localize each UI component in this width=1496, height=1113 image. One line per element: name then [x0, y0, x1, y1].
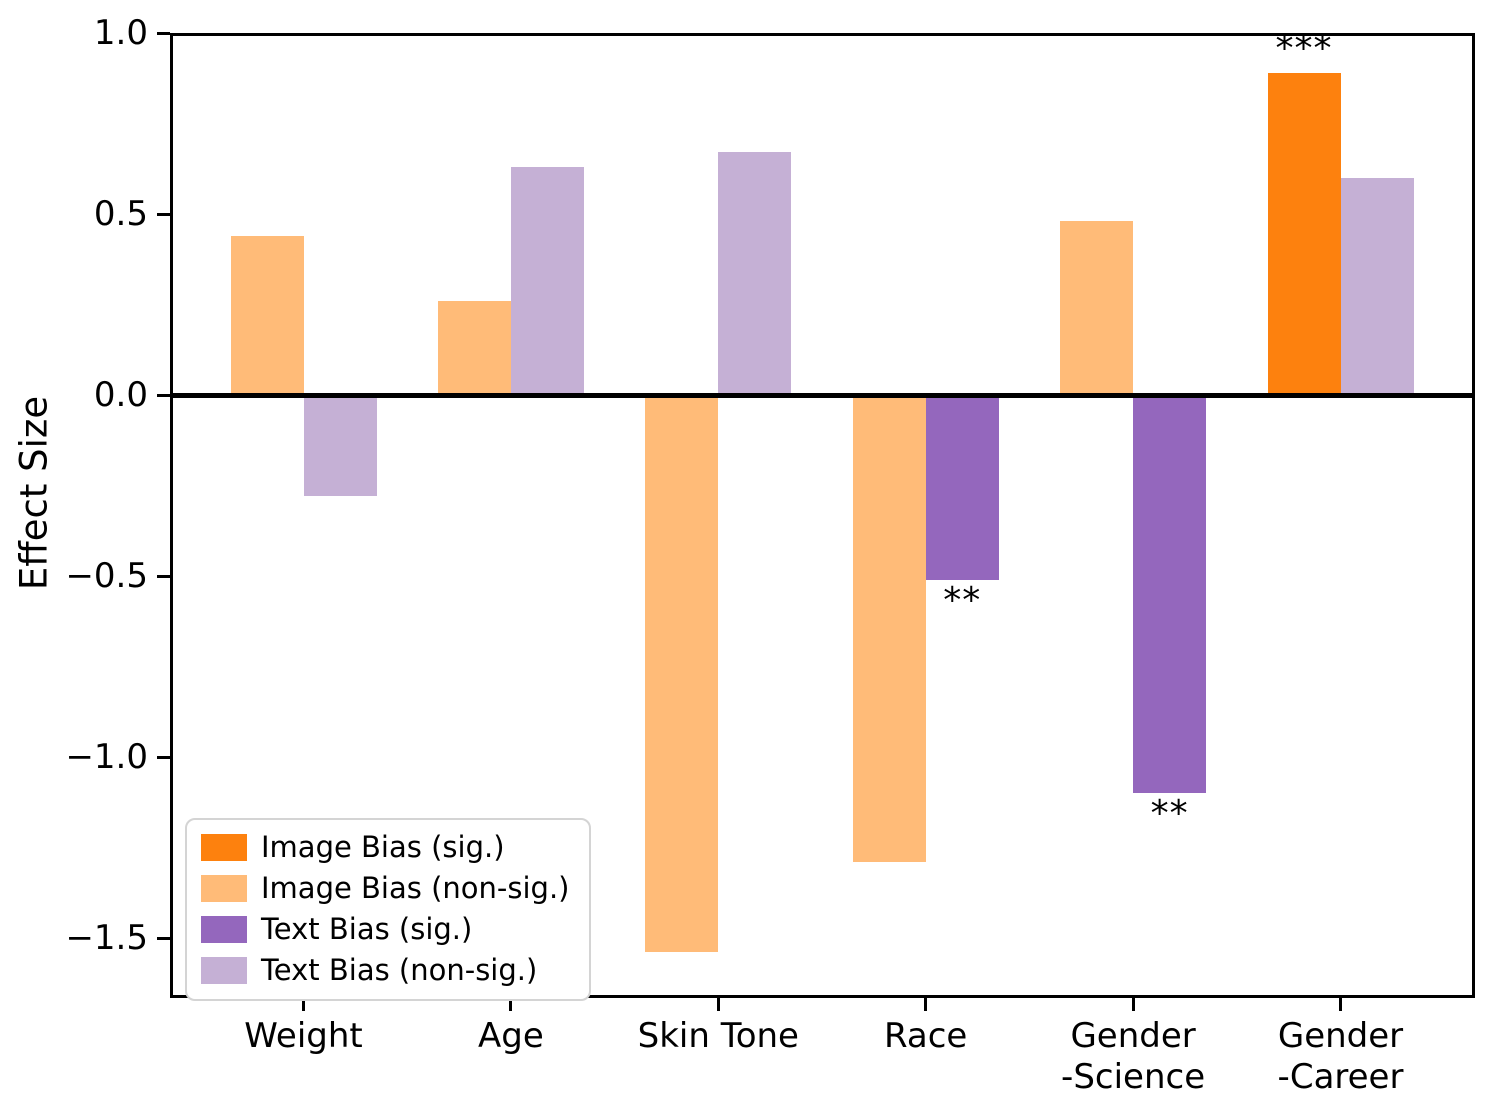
- legend-item-image-bias-nonsig: Image Bias (non-sig.): [201, 870, 570, 905]
- y-tick-label-0-5: −0.5: [65, 556, 148, 596]
- zero-axis-line: [170, 393, 1475, 398]
- significance-stars-gender-science: **: [1150, 793, 1189, 835]
- y-tick-label-1-0: 1.0: [93, 13, 148, 53]
- y-tick-label-0-5: 0.5: [93, 194, 148, 234]
- bar-image-bias-gender-science: [1060, 221, 1134, 395]
- bar-text-bias-gender-science: [1133, 395, 1207, 794]
- bar-image-bias-race: [852, 395, 926, 862]
- y-tick-label-1-5: −1.5: [65, 918, 148, 958]
- x-tick-mark-race: [924, 998, 928, 1011]
- legend-item-text-bias-sig: Text Bias (sig.): [201, 911, 569, 946]
- y-tick-mark-1-5: [157, 936, 170, 940]
- x-tick-label-gender-career: Gender -Career: [1277, 1016, 1404, 1098]
- x-tick-label-race: Race: [884, 1016, 968, 1056]
- x-tick-mark-age: [509, 998, 513, 1011]
- plot-area: [170, 33, 1475, 998]
- significance-stars-race: **: [943, 579, 982, 621]
- x-tick-label-gender-science: Gender -Science: [1061, 1016, 1206, 1098]
- x-tick-label-skin-tone: Skin Tone: [637, 1016, 799, 1056]
- x-tick-mark-gender-career: [1339, 998, 1342, 1011]
- legend-label-text-bias-nonsig: Text Bias (non-sig.): [261, 952, 538, 987]
- y-tick-mark-1-0: [157, 755, 170, 759]
- bar-image-bias-gender-career: [1267, 72, 1341, 395]
- legend-swatch-text-bias-nonsig: [201, 957, 247, 985]
- legend-item-image-bias-sig: Image Bias (sig.): [201, 830, 569, 864]
- legend-swatch-image-bias-sig: [201, 834, 247, 862]
- legend-swatch-text-bias-sig: [201, 916, 247, 944]
- bar-text-bias-weight: [303, 395, 377, 497]
- legend-item-text-bias-nonsig: Text Bias (non-sig.): [201, 952, 569, 987]
- y-tick-mark-0-5: [157, 212, 170, 216]
- x-tick-label-weight: Weight: [244, 1016, 363, 1056]
- bar-image-bias-weight: [230, 235, 304, 395]
- legend: Image Bias (sig.) Image Bias (non-sig.) …: [185, 818, 592, 1001]
- x-tick-mark-gender-science: [1131, 998, 1135, 1011]
- y-tick-mark-0-5: [157, 574, 170, 578]
- bar-text-bias-race: [925, 395, 999, 580]
- legend-label-image-bias-sig: Image Bias (sig.): [261, 830, 505, 864]
- bar-text-bias-gender-career: [1340, 177, 1414, 395]
- bar-image-bias-skin-tone: [645, 395, 719, 953]
- y-tick-mark-1-0: [157, 31, 170, 35]
- legend-label-image-bias-nonsig: Image Bias (non-sig.): [261, 870, 570, 905]
- y-tick-label-0-0: 0.0: [93, 375, 148, 415]
- legend-swatch-image-bias-nonsig: [201, 875, 247, 903]
- bar-text-bias-age: [510, 166, 584, 395]
- x-tick-mark-weight: [302, 998, 305, 1011]
- y-tick-mark-0-0: [157, 393, 170, 397]
- bar-image-bias-age: [437, 300, 511, 395]
- x-tick-label-age: Age: [478, 1016, 544, 1056]
- legend-label-text-bias-sig: Text Bias (sig.): [261, 911, 473, 946]
- y-tick-label-1-0: −1.0: [65, 737, 148, 777]
- x-tick-mark-skin-tone: [716, 998, 720, 1011]
- bar-text-bias-skin-tone: [718, 152, 792, 395]
- significance-stars-gender-career: ***: [1275, 27, 1333, 69]
